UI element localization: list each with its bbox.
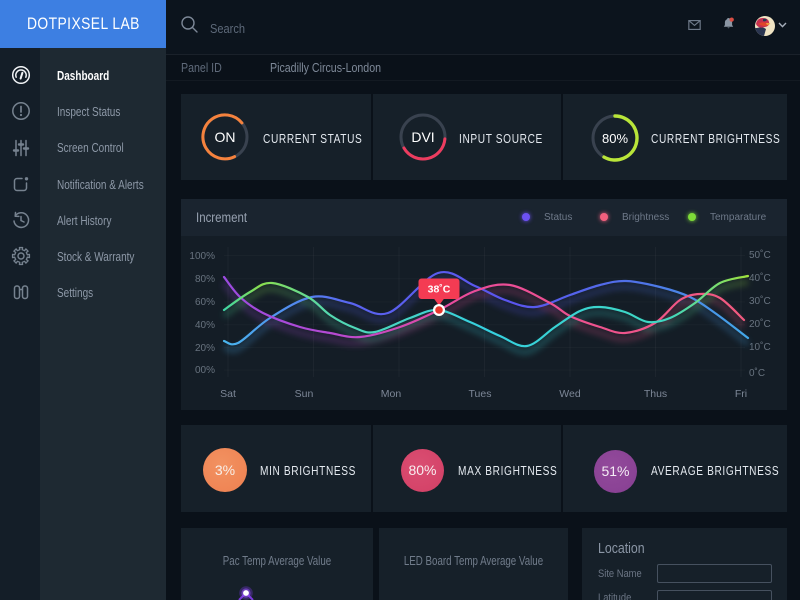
svg-text:DVI: DVI xyxy=(411,129,434,145)
svg-text:ON: ON xyxy=(215,129,236,145)
svg-text:10˚C: 10˚C xyxy=(749,341,771,353)
svg-text:40%: 40% xyxy=(195,320,215,331)
svg-text:50˚C: 50˚C xyxy=(749,249,771,261)
svg-text:20%: 20% xyxy=(195,343,215,354)
svg-text:100%: 100% xyxy=(189,251,215,262)
svg-text:40˚C: 40˚C xyxy=(749,272,771,284)
svg-text:60%: 60% xyxy=(195,297,215,308)
svg-text:38˚C: 38˚C xyxy=(428,284,451,296)
svg-text:Tues: Tues xyxy=(469,388,492,400)
svg-text:0˚C: 0˚C xyxy=(749,367,765,379)
svg-text:80%: 80% xyxy=(195,274,215,285)
svg-text:00%: 00% xyxy=(195,365,215,376)
svg-text:Sun: Sun xyxy=(295,388,314,400)
svg-text:Sat: Sat xyxy=(220,388,236,400)
svg-text:Mon: Mon xyxy=(381,388,402,400)
svg-text:80%: 80% xyxy=(602,131,628,146)
svg-text:30˚C: 30˚C xyxy=(749,295,771,307)
svg-text:Wed: Wed xyxy=(559,388,581,400)
svg-text:20˚C: 20˚C xyxy=(749,318,771,330)
svg-text:Fri: Fri xyxy=(735,388,747,400)
svg-text:Thus: Thus xyxy=(644,388,667,400)
